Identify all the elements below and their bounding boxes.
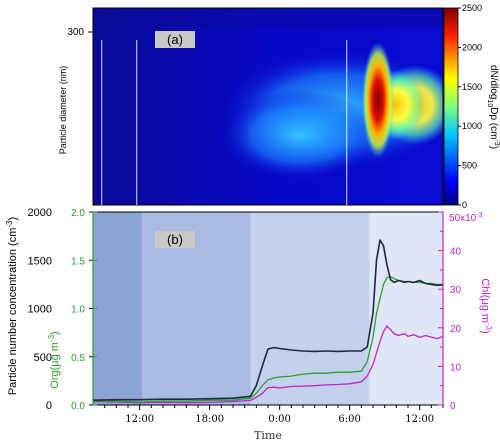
chl-axis-scale: 50x10-3 (449, 212, 483, 224)
org-axis-title: Org(μg m-3) (47, 331, 61, 388)
particle-axis: 0 500 1000 1500 2000 (28, 207, 93, 412)
chl-tick-label: 0 (450, 401, 456, 412)
panel-b-label: (b) (155, 231, 195, 248)
timeseries-panel: (b) 12:00 18:00 0:00 6:00 12:00 Time 0500100… (5, 207, 493, 442)
heatmap-image (93, 8, 443, 205)
heatmap-frame (92, 7, 444, 206)
heatmap-y-tick-label: 300 (67, 27, 84, 38)
particle-tick-label: 2000 (28, 207, 52, 219)
x-axis: 12:00 18:00 0:00 6:00 12:00 (104, 405, 444, 425)
panel-a-label: (a) (155, 31, 195, 48)
particle-tick-label: 0 (46, 400, 52, 412)
chl-tick-label: 20 (450, 324, 462, 335)
org-tick-label: 0.5 (71, 353, 85, 364)
colorbar-label: dN/dlog10Dp (cm-3) (486, 65, 500, 149)
shaded-period-dark (93, 212, 142, 405)
panel-b-label-text: (b) (167, 232, 183, 247)
colorbar-tick-label: 1500 (462, 82, 482, 92)
colorbar-ticks: 0 500 1000 1500 2000 2500 (458, 3, 482, 210)
colorbar-tick-label: 500 (462, 161, 477, 171)
chl-axis: 0 10 20 30 40 (438, 211, 462, 412)
shaded-periods (93, 212, 443, 405)
chl-tick-label: 40 (450, 247, 462, 258)
colorbar-tick-label: 2500 (462, 3, 482, 13)
chl-tick-label: 30 (450, 285, 462, 296)
chl-tick-label: 10 (450, 362, 462, 373)
colorbar-tick-label: 2000 (462, 42, 482, 52)
x-tick-label: 18:00 (195, 414, 224, 425)
colorbar-tick-label: 0 (462, 200, 467, 210)
x-tick-label: 6:00 (338, 414, 360, 425)
org-tick-label: 1.5 (71, 256, 85, 267)
shaded-period-light (250, 212, 370, 405)
chl-line (92, 325, 444, 404)
chl-axis-title: Chl(μg m-3) (479, 278, 493, 334)
particle-axis-title: Particle number concentration (cm-3) (5, 217, 19, 395)
time-markers (101, 40, 348, 205)
colorbar-tick-label: 1000 (462, 121, 482, 131)
particle-tick-label: 1500 (28, 255, 52, 267)
particle-tick-label: 1000 (28, 304, 52, 316)
org-axis: 0.0 0.5 1.0 1.5 2.0 (71, 208, 97, 412)
heatmap-y-axis-title: Particle diameter (nm) (58, 66, 68, 155)
x-tick-label: 12:00 (125, 414, 154, 425)
org-tick-label: 1.0 (71, 305, 85, 316)
particle-tick-label: 500 (34, 352, 52, 364)
heatmap-panel: (a) 300 Particle diameter (nm) 0 500 1000 1… (58, 3, 500, 210)
series-lines (92, 239, 444, 404)
x-tick-label: 12:00 (405, 414, 434, 425)
x-tick-label: 0:00 (268, 414, 290, 425)
particle-line (92, 239, 444, 401)
org-tick-label: 0.0 (71, 401, 85, 412)
org-tick-label: 2.0 (71, 208, 85, 219)
x-axis-title: Time (254, 429, 282, 442)
panel-a-label-text: (a) (167, 32, 183, 47)
colorbar (443, 7, 459, 206)
